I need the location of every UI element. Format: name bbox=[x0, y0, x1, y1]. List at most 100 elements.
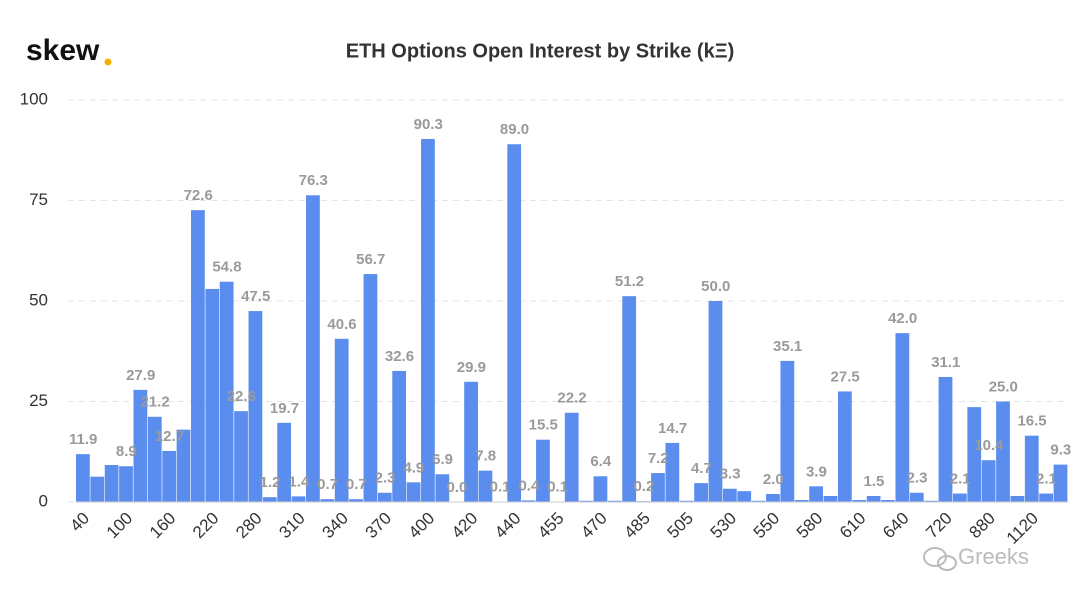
bar bbox=[507, 144, 522, 502]
bar bbox=[593, 476, 608, 502]
value-label: 27.5 bbox=[831, 368, 860, 385]
bar bbox=[219, 281, 234, 502]
bar bbox=[708, 301, 723, 502]
value-label: 90.3 bbox=[414, 116, 443, 133]
bar bbox=[90, 476, 105, 502]
bar bbox=[392, 370, 407, 502]
x-tick-label: 470 bbox=[577, 509, 610, 542]
value-label: 42.0 bbox=[888, 310, 917, 327]
bar bbox=[651, 473, 665, 502]
x-tick-label: 1120 bbox=[1003, 509, 1042, 548]
value-label: 16.5 bbox=[1017, 413, 1046, 430]
watermark-icon bbox=[923, 547, 957, 571]
bar bbox=[147, 416, 162, 502]
logo-dot bbox=[104, 58, 112, 66]
bar bbox=[751, 500, 766, 502]
x-tick-label: 550 bbox=[750, 509, 783, 542]
bar bbox=[909, 492, 924, 502]
value-label: 2.0 bbox=[763, 471, 784, 488]
bar bbox=[464, 381, 478, 502]
value-label: 47.5 bbox=[241, 288, 270, 305]
bar bbox=[866, 495, 881, 502]
bar bbox=[191, 210, 205, 502]
x-tick-label: 720 bbox=[922, 509, 955, 542]
value-label: 25.0 bbox=[989, 378, 1018, 395]
bar bbox=[291, 496, 306, 502]
x-tick-label: 880 bbox=[965, 509, 998, 542]
value-label: 31.1 bbox=[931, 354, 960, 371]
bar bbox=[205, 288, 220, 502]
value-label: 15.5 bbox=[529, 417, 558, 434]
value-label: 0.0 bbox=[447, 479, 468, 496]
x-tick-label: 340 bbox=[318, 509, 351, 542]
bar bbox=[363, 274, 378, 502]
value-label: 1.5 bbox=[863, 473, 884, 490]
bar bbox=[766, 493, 780, 502]
value-label: 0.7 bbox=[317, 476, 338, 493]
value-label: 0.2 bbox=[633, 478, 654, 495]
value-label: 7.2 bbox=[648, 450, 669, 467]
value-label: 22.2 bbox=[557, 390, 586, 407]
value-label: 14.7 bbox=[658, 420, 687, 437]
value-label: 3.3 bbox=[720, 466, 741, 483]
x-tick-label: 100 bbox=[103, 509, 136, 542]
bar bbox=[248, 311, 263, 502]
y-tick-label: 50 bbox=[29, 290, 48, 309]
value-label: 1.2 bbox=[260, 474, 281, 491]
value-label: 0.1 bbox=[547, 479, 568, 496]
y-tick-label: 25 bbox=[29, 391, 48, 410]
bar bbox=[133, 389, 148, 502]
value-label: 9.3 bbox=[1050, 442, 1071, 459]
bar bbox=[996, 401, 1010, 502]
bar bbox=[76, 454, 90, 502]
bar bbox=[665, 442, 680, 502]
bar bbox=[334, 338, 349, 502]
value-label: 29.9 bbox=[457, 359, 486, 376]
value-label: 72.6 bbox=[184, 187, 213, 204]
x-tick-label: 640 bbox=[879, 509, 912, 542]
bar bbox=[521, 500, 536, 502]
value-label: 32.6 bbox=[385, 348, 414, 365]
bar bbox=[377, 492, 392, 502]
value-label: 2.1 bbox=[1036, 471, 1057, 488]
bar bbox=[622, 296, 637, 502]
x-tick-label: 455 bbox=[534, 509, 567, 542]
bar bbox=[952, 493, 967, 502]
value-label: 2.1 bbox=[950, 471, 971, 488]
value-label: 40.6 bbox=[327, 316, 356, 333]
bar bbox=[809, 486, 823, 502]
bar bbox=[262, 497, 277, 502]
value-label: 4.7 bbox=[691, 460, 712, 477]
bar bbox=[823, 495, 838, 502]
value-label: 22.6 bbox=[227, 388, 256, 405]
x-tick-label: 440 bbox=[491, 509, 524, 542]
bar bbox=[794, 499, 809, 502]
x-tick-label: 280 bbox=[232, 509, 265, 542]
bar bbox=[234, 411, 248, 502]
bar bbox=[881, 499, 895, 502]
bar bbox=[162, 450, 177, 502]
bar bbox=[967, 407, 982, 502]
y-tick-label: 75 bbox=[29, 190, 48, 209]
value-label: 19.7 bbox=[270, 400, 299, 417]
bar bbox=[895, 333, 910, 502]
bar bbox=[852, 499, 867, 502]
bar bbox=[320, 499, 335, 502]
bar bbox=[1010, 495, 1025, 502]
value-label: 56.7 bbox=[356, 251, 385, 268]
bar bbox=[176, 429, 191, 502]
value-label: 11.9 bbox=[69, 431, 97, 448]
x-tick-label: 530 bbox=[707, 509, 740, 542]
x-tick-label: 485 bbox=[620, 509, 653, 542]
value-label: 76.3 bbox=[299, 172, 328, 189]
bar bbox=[694, 483, 708, 502]
logo: skew bbox=[26, 34, 100, 67]
bar bbox=[837, 391, 852, 502]
watermark: Greeks bbox=[958, 544, 1029, 569]
bar bbox=[536, 439, 550, 502]
x-tick-label: 220 bbox=[189, 509, 222, 542]
bar bbox=[722, 488, 737, 502]
bar bbox=[119, 466, 133, 502]
bar bbox=[421, 138, 435, 502]
